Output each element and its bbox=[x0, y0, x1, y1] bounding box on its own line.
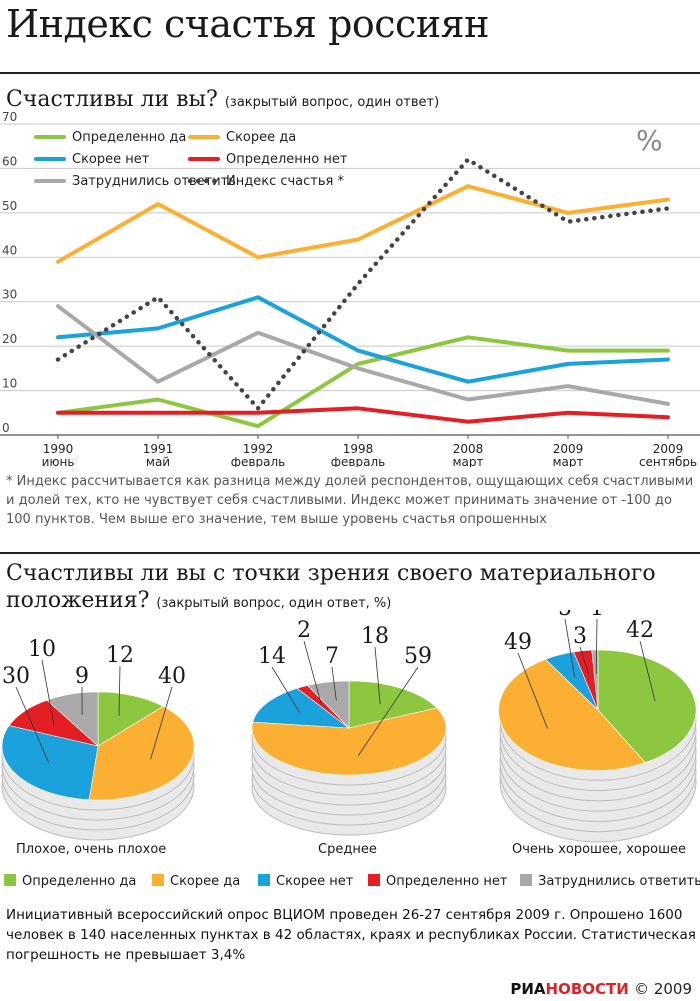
legend-item-definitely-yes: Определенно да bbox=[4, 874, 136, 889]
page-title: Индекс счастья россиян bbox=[6, 2, 489, 46]
legend-item-rather-no: Скорее нет bbox=[258, 874, 353, 889]
pie-value-label: 2 bbox=[297, 618, 311, 643]
pie-section-heading: Счастливы ли вы с точки зрения своего ма… bbox=[6, 560, 656, 617]
pie-slice bbox=[252, 687, 350, 729]
x-tick-label: 1998 bbox=[343, 442, 374, 456]
leader-line bbox=[517, 652, 548, 729]
pie-value-label: 5 bbox=[558, 610, 572, 621]
pie-heading-line1: Счастливы ли вы с точки зрения своего ма… bbox=[6, 561, 656, 586]
title-divider bbox=[0, 72, 700, 74]
leader-line bbox=[639, 640, 656, 702]
pie-heading-line2: положения? bbox=[6, 588, 150, 613]
leader-line bbox=[564, 618, 575, 678]
x-tick-label: июнь bbox=[42, 455, 75, 467]
pie-slice bbox=[251, 707, 447, 776]
leader-line bbox=[303, 640, 322, 704]
leader-line bbox=[41, 659, 55, 726]
pie-value-label: 9 bbox=[75, 664, 89, 689]
leader-line bbox=[150, 686, 173, 760]
pie-slice bbox=[498, 658, 646, 771]
y-tick-label: 60 bbox=[2, 154, 17, 168]
section-divider bbox=[0, 552, 700, 554]
pie-slice bbox=[46, 691, 99, 747]
x-tick-label: март bbox=[452, 455, 483, 467]
y-tick-label: 40 bbox=[2, 243, 17, 257]
pie-slice bbox=[88, 706, 195, 801]
legend-swatch bbox=[368, 874, 380, 886]
series-line bbox=[56, 406, 670, 424]
pie-value-label: 7 bbox=[325, 644, 339, 669]
legend-item-rather-yes: Скорее да bbox=[152, 874, 240, 889]
pie-label-average: Среднее bbox=[318, 842, 377, 857]
pie-value-label: 40 bbox=[158, 664, 186, 689]
x-tick-label: май bbox=[146, 455, 170, 467]
pie-value-label: 59 bbox=[404, 644, 432, 669]
line-chart: 0102030405060701990июнь1991май1992феврал… bbox=[0, 112, 700, 467]
survey-footnote: Инициативный всероссийский опрос ВЦИОМ п… bbox=[6, 907, 696, 963]
x-tick-label: март bbox=[552, 455, 583, 467]
index-footnote: * Индекс рассчитывается как разница межд… bbox=[6, 474, 694, 527]
leader-line bbox=[374, 646, 381, 705]
line-chart-heading: Счастливы ли вы? (закрытый вопрос, один … bbox=[6, 86, 439, 116]
pie-value-label: 1 bbox=[590, 610, 604, 621]
x-tick-label: 1990 bbox=[43, 442, 74, 456]
y-tick-label: 0 bbox=[2, 421, 10, 435]
x-tick-label: 1991 bbox=[143, 442, 174, 456]
pie-value-label: 14 bbox=[258, 644, 286, 669]
pie-slice bbox=[97, 691, 164, 747]
y-tick-label: 10 bbox=[2, 377, 17, 391]
leader-line bbox=[331, 666, 337, 701]
legend-label: Затруднились ответить bbox=[72, 174, 236, 189]
y-tick-label: 20 bbox=[2, 332, 17, 346]
legend-swatch bbox=[258, 874, 270, 886]
x-tick-label: февраль bbox=[231, 455, 285, 467]
y-tick-label: 50 bbox=[2, 199, 17, 213]
legend-label: Скорее нет bbox=[72, 152, 150, 167]
pie-value-label: 30 bbox=[2, 664, 30, 689]
legend-swatch bbox=[520, 874, 532, 886]
line-chart-heading-text: Счастливы ли вы? bbox=[6, 87, 218, 112]
legend-swatch bbox=[4, 874, 16, 886]
pie-value-label: 12 bbox=[106, 643, 134, 668]
leader-line bbox=[357, 666, 419, 757]
x-tick-label: 2009 bbox=[553, 442, 584, 456]
legend-label: Индекс счастья * bbox=[226, 174, 344, 189]
legend-label: Определенно нет bbox=[226, 152, 348, 167]
legend-label: Скорее да bbox=[226, 130, 296, 145]
pie-label-bad: Плохое, очень плохое bbox=[16, 842, 167, 857]
pie-legend: Определенно да Скорее да Скорее нет Опре… bbox=[0, 874, 700, 892]
x-tick-label: 2008 bbox=[453, 442, 484, 456]
leader-line bbox=[579, 646, 590, 675]
leader-line bbox=[595, 618, 598, 675]
legend-label: Определенно да bbox=[72, 130, 186, 145]
pie-value-label: 10 bbox=[28, 637, 56, 662]
legend-item-definitely-no: Определенно нет bbox=[368, 874, 507, 889]
pie-slice bbox=[597, 649, 697, 763]
pie-value-label: 18 bbox=[361, 624, 389, 649]
pie-label-good: Очень хорошее, хорошее bbox=[512, 842, 686, 857]
x-tick-label: 2009 bbox=[653, 442, 684, 456]
ria-novosti-logo: РИАНОВОСТИ © 2009 bbox=[510, 980, 692, 998]
legend-item-undecided: Затруднились ответить bbox=[520, 874, 700, 889]
pie-value-label: 49 bbox=[504, 630, 532, 655]
pie-value-label: 42 bbox=[626, 618, 654, 643]
pie-value-label: 3 bbox=[573, 624, 587, 649]
y-tick-label: 30 bbox=[2, 288, 17, 302]
x-tick-label: сентябрь bbox=[639, 455, 697, 467]
x-tick-label: 1992 bbox=[243, 442, 274, 456]
leader-line bbox=[271, 666, 301, 714]
series-line bbox=[56, 184, 670, 264]
legend-swatch bbox=[152, 874, 164, 886]
series-line bbox=[56, 304, 670, 406]
pie-subheading: (закрытый вопрос, один ответ, %) bbox=[156, 596, 392, 611]
y-tick-label: 70 bbox=[2, 112, 17, 124]
unit-label: % bbox=[636, 124, 663, 157]
leader-line bbox=[118, 665, 121, 716]
x-tick-label: февраль bbox=[331, 455, 385, 467]
leader-line bbox=[15, 686, 50, 763]
line-chart-subheading: (закрытый вопрос, один ответ) bbox=[224, 95, 440, 110]
pie-slice bbox=[1, 725, 99, 801]
